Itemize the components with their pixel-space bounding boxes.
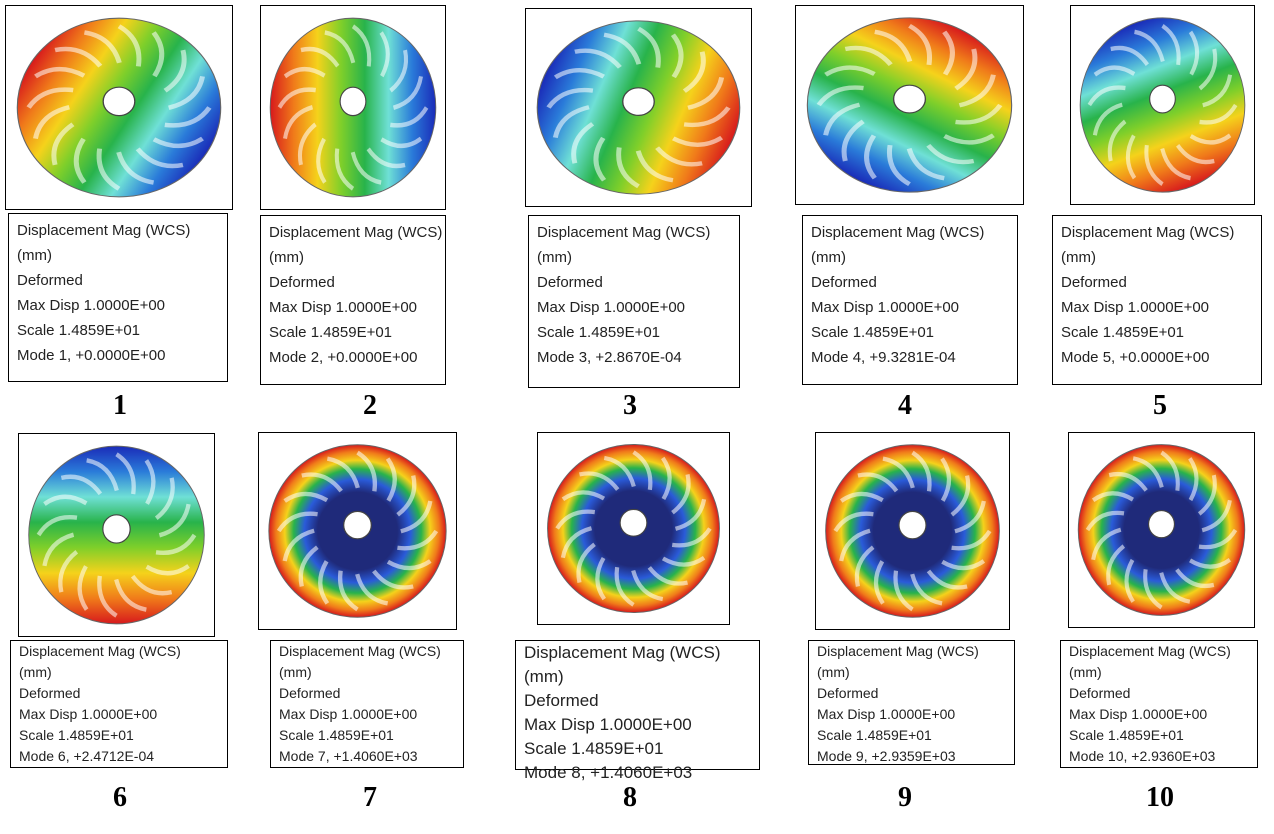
- result-line: (mm): [1069, 662, 1249, 683]
- result-line: Mode 10, +2.9360E+03: [1069, 746, 1249, 767]
- result-line: Deformed: [524, 689, 751, 713]
- result-line: Max Disp 1.0000E+00: [279, 704, 455, 725]
- result-line: Deformed: [537, 270, 731, 295]
- result-line: Mode 9, +2.9359E+03: [817, 746, 1006, 767]
- mode-image: [260, 5, 446, 210]
- result-line: Max Disp 1.0000E+00: [1069, 704, 1249, 725]
- result-line: Scale 1.4859E+01: [17, 318, 219, 343]
- result-line: (mm): [537, 245, 731, 270]
- result-line: Deformed: [811, 270, 1009, 295]
- result-line: (mm): [17, 243, 219, 268]
- mode-number: 4: [875, 390, 935, 422]
- result-line: (mm): [19, 662, 219, 683]
- figure: Displacement Mag (WCS)(mm)DeformedMax Di…: [0, 0, 1274, 834]
- mode-image: [795, 5, 1024, 205]
- result-line: Displacement Mag (WCS): [524, 641, 751, 665]
- result-line: (mm): [811, 245, 1009, 270]
- result-line: Mode 5, +0.0000E+00: [1061, 345, 1253, 370]
- result-line: Mode 6, +2.4712E-04: [19, 746, 219, 767]
- result-line: Scale 1.4859E+01: [269, 320, 437, 345]
- result-line: Displacement Mag (WCS): [19, 641, 219, 662]
- result-line: (mm): [817, 662, 1006, 683]
- result-line: Deformed: [269, 270, 437, 295]
- mode-image: [537, 432, 730, 625]
- mode-image: [258, 432, 457, 630]
- result-line: Scale 1.4859E+01: [1061, 320, 1253, 345]
- result-line: Displacement Mag (WCS): [811, 220, 1009, 245]
- result-line: Displacement Mag (WCS): [17, 218, 219, 243]
- mode-number: 10: [1130, 782, 1190, 814]
- result-line: Mode 1, +0.0000E+00: [17, 343, 219, 368]
- mode-number: 6: [90, 782, 150, 814]
- result-line: Scale 1.4859E+01: [1069, 725, 1249, 746]
- mode-number: 3: [600, 390, 660, 422]
- mode-number: 1: [90, 390, 150, 422]
- mode-number: 2: [340, 390, 400, 422]
- result-line: (mm): [269, 245, 437, 270]
- mode-image: [5, 5, 233, 210]
- result-line: Scale 1.4859E+01: [279, 725, 455, 746]
- result-line: Deformed: [17, 268, 219, 293]
- result-line: Deformed: [1069, 683, 1249, 704]
- result-line: (mm): [524, 665, 751, 689]
- mode-image: [815, 432, 1010, 630]
- result-line: Scale 1.4859E+01: [19, 725, 219, 746]
- result-line: Scale 1.4859E+01: [811, 320, 1009, 345]
- result-line: Deformed: [19, 683, 219, 704]
- result-line: Scale 1.4859E+01: [817, 725, 1006, 746]
- mode-number: 8: [600, 782, 660, 814]
- result-line: Displacement Mag (WCS): [279, 641, 455, 662]
- result-line: Max Disp 1.0000E+00: [811, 295, 1009, 320]
- result-line: Deformed: [1061, 270, 1253, 295]
- result-line: Displacement Mag (WCS): [269, 220, 437, 245]
- result-line: (mm): [279, 662, 455, 683]
- result-line: Displacement Mag (WCS): [537, 220, 731, 245]
- result-line: Mode 7, +1.4060E+03: [279, 746, 455, 767]
- result-line: (mm): [1061, 245, 1253, 270]
- result-line: Scale 1.4859E+01: [524, 737, 751, 761]
- mode-number: 9: [875, 782, 935, 814]
- mode-image: [1070, 5, 1255, 205]
- result-line: Deformed: [817, 683, 1006, 704]
- result-line: Max Disp 1.0000E+00: [524, 713, 751, 737]
- result-line: Displacement Mag (WCS): [1061, 220, 1253, 245]
- result-line: Max Disp 1.0000E+00: [817, 704, 1006, 725]
- mode-number: 5: [1130, 390, 1190, 422]
- mode-number: 7: [340, 782, 400, 814]
- result-line: Max Disp 1.0000E+00: [269, 295, 437, 320]
- result-line: Max Disp 1.0000E+00: [537, 295, 731, 320]
- result-line: Mode 4, +9.3281E-04: [811, 345, 1009, 370]
- mode-image: [525, 8, 752, 207]
- mode-image: [18, 433, 215, 637]
- result-line: Scale 1.4859E+01: [537, 320, 731, 345]
- result-line: Mode 2, +0.0000E+00: [269, 345, 437, 370]
- result-line: Displacement Mag (WCS): [1069, 641, 1249, 662]
- result-line: Deformed: [279, 683, 455, 704]
- result-line: Max Disp 1.0000E+00: [17, 293, 219, 318]
- result-line: Max Disp 1.0000E+00: [1061, 295, 1253, 320]
- result-line: Max Disp 1.0000E+00: [19, 704, 219, 725]
- mode-image: [1068, 432, 1255, 628]
- result-line: Mode 3, +2.8670E-04: [537, 345, 731, 370]
- result-line: Displacement Mag (WCS): [817, 641, 1006, 662]
